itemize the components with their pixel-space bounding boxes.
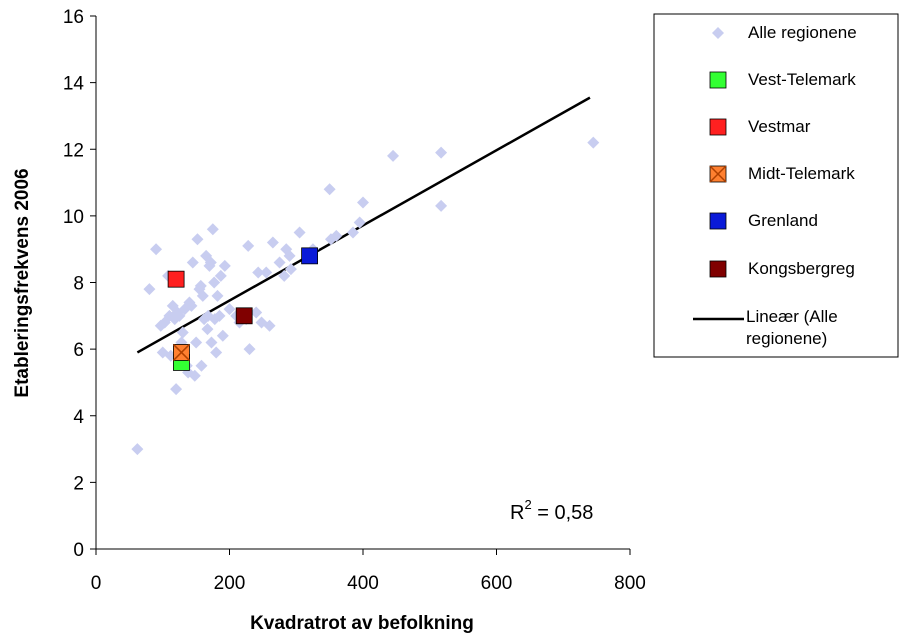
legend-label: Kongsbergreg (748, 259, 855, 278)
scatter-point (223, 303, 236, 316)
scatter-point (214, 269, 227, 282)
scatter-point (131, 443, 144, 456)
x-tick-label: 0 (91, 573, 102, 594)
y-tick-label: 6 (73, 340, 84, 361)
scatter-point (150, 243, 163, 256)
scatter-point (210, 346, 223, 359)
scatter-point (387, 149, 400, 162)
scatter-point (323, 183, 336, 196)
x-tick-label: 200 (214, 573, 246, 594)
scatter-point (252, 266, 265, 279)
highlight-point (167, 270, 185, 288)
legend-marker (709, 260, 727, 278)
scatter-point (195, 359, 208, 372)
scatter-point (176, 326, 189, 339)
y-axis-title: Etableringsfrekvens 2006 (12, 168, 33, 397)
scatter-point (283, 249, 296, 262)
scatter-point (330, 229, 343, 242)
legend-marker (709, 118, 727, 136)
legend-marker (709, 71, 727, 89)
legend-label: Alle regionene (748, 23, 857, 42)
y-tick-label: 8 (73, 274, 84, 295)
scatter-point (194, 279, 207, 292)
scatter-point (206, 223, 219, 236)
scatter-point (185, 299, 198, 312)
scatter-point (190, 336, 203, 349)
y-tick-label: 4 (73, 407, 84, 428)
legend-box (653, 13, 899, 358)
data-points (131, 136, 600, 456)
scatter-point (143, 283, 156, 296)
legend-marker (709, 165, 727, 183)
scatter-point (435, 199, 448, 212)
legend-label: Lineær (Alle (746, 307, 838, 326)
y-tick-label: 10 (63, 207, 84, 228)
scatter-point (208, 276, 221, 289)
legend-label: Midt-Telemark (748, 164, 855, 183)
highlight-point (301, 247, 319, 265)
scatter-point (205, 336, 218, 349)
scatter-point (216, 329, 229, 342)
scatter-point (284, 263, 297, 276)
scatter-point (346, 226, 359, 239)
scatter-point (173, 309, 186, 322)
scatter-point (196, 289, 209, 302)
highlight-point (172, 343, 190, 361)
scatter-point (263, 319, 276, 332)
scatter-point (266, 236, 279, 249)
x-axis-title: Kvadratrot av befolkning (250, 613, 474, 634)
scatter-point (353, 216, 366, 229)
legend-label: Grenland (748, 211, 818, 230)
scatter-point (204, 256, 217, 269)
scatter-point (278, 269, 291, 282)
trendline (136, 96, 591, 354)
y-tick-label: 14 (63, 74, 85, 95)
scatter-point (273, 256, 286, 269)
scatter-point (218, 259, 231, 272)
legend: Alle regionene Vest-Telemark Vestmar Midt-T… (653, 13, 899, 358)
x-tick-label: 400 (347, 573, 379, 594)
scatter-point (243, 343, 256, 356)
scatter-point (242, 239, 255, 252)
x-tick-label: 800 (614, 573, 646, 594)
scatter-point (250, 306, 263, 319)
legend-label: Vestmar (748, 117, 811, 136)
legend-marker (712, 27, 724, 39)
scatter-point (293, 226, 306, 239)
scatter-point (191, 233, 204, 246)
axes: 0 2 4 6 8 10 12 14 16 0 200 400 600 800 (63, 7, 646, 594)
x-tick-label: 600 (481, 573, 513, 594)
scatter-point (213, 309, 226, 322)
scatter-point (170, 383, 183, 396)
scatter-point (357, 196, 369, 209)
y-tick-label: 16 (63, 7, 84, 28)
trendline-group (136, 96, 591, 354)
r-squared-annotation: R2 = 0,58 (510, 497, 593, 524)
scatter-point (587, 136, 600, 149)
legend-marker (709, 212, 727, 230)
r-squared-superscript: 2 (524, 497, 531, 512)
scatter-point (188, 369, 201, 382)
highlight-point (235, 307, 253, 325)
y-tick-label: 2 (73, 473, 84, 494)
y-tick-label: 12 (63, 140, 84, 161)
legend-items: Alle regionene Vest-Telemark Vestmar Midt-T… (693, 23, 857, 348)
scatter-point (201, 323, 214, 336)
scatter-point (260, 266, 273, 279)
y-tick-label: 0 (73, 540, 84, 561)
r-squared-prefix: R (510, 502, 524, 524)
legend-label: Vest-Telemark (748, 70, 856, 89)
scatter-point (211, 289, 224, 302)
r-squared-value: = 0,58 (532, 502, 594, 524)
scatter-point (435, 146, 448, 159)
scatter-point (186, 256, 199, 269)
legend-label: regionene) (746, 329, 827, 348)
